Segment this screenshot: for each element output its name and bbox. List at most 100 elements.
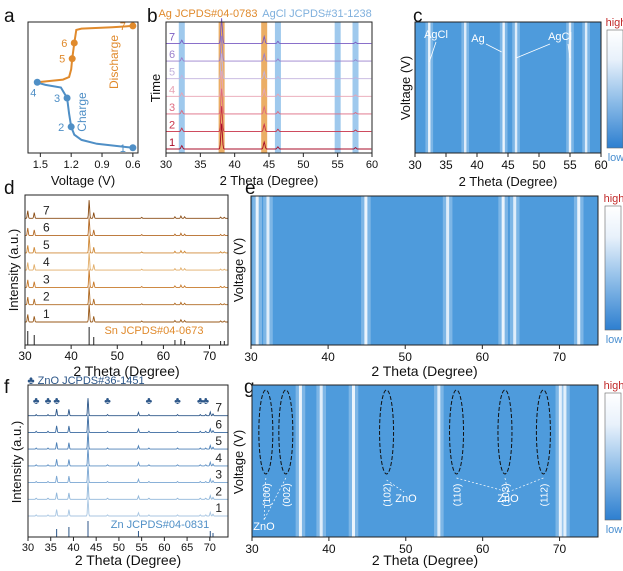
series-line-6 bbox=[27, 414, 228, 433]
heatmap-line-e bbox=[446, 196, 450, 345]
colorbar-low-e: low bbox=[606, 334, 623, 346]
heatmap-glow-g bbox=[348, 385, 359, 537]
x-axis-label-f: 2 Theta (Degree) bbox=[75, 552, 181, 568]
heatmap-glow-g bbox=[295, 385, 306, 537]
heatmap-line-e bbox=[255, 196, 259, 345]
x-tick-label-f: 55 bbox=[136, 542, 148, 554]
series-label-5: 5 bbox=[169, 67, 175, 79]
series-line-discharge bbox=[37, 24, 133, 84]
zno-marker: ♣ bbox=[104, 396, 111, 407]
y-axis-label-b: Time bbox=[148, 74, 163, 102]
heatmap-line-e bbox=[266, 196, 270, 345]
y-axis-label-d: Intensity (a.u.) bbox=[6, 229, 21, 311]
zno-ellipse bbox=[535, 389, 551, 475]
heatmap-line-c bbox=[502, 22, 505, 153]
heatmap-line-g bbox=[558, 385, 562, 537]
x-tick-label-f: 60 bbox=[158, 542, 170, 554]
miller-index-label: (002) bbox=[282, 483, 293, 506]
x-tick-label-a: 1.5 bbox=[33, 159, 48, 171]
marker-point-1 bbox=[129, 144, 137, 152]
heatmap-bg-g bbox=[252, 385, 598, 537]
highlight-band bbox=[261, 22, 268, 153]
x-tick-label-c: 35 bbox=[439, 158, 453, 172]
axes-frame-a bbox=[27, 21, 139, 154]
ref-label-zn: Zn JCPDS#04-0831 bbox=[111, 519, 209, 531]
marker-point-6 bbox=[70, 39, 78, 47]
heatmap-glow-g bbox=[316, 385, 326, 537]
x-tick-label-f: 35 bbox=[45, 542, 57, 554]
plot-bg-f bbox=[28, 385, 228, 537]
heatmap-glow-e bbox=[252, 196, 262, 345]
x-tick-label-b: 45 bbox=[263, 159, 275, 171]
series-label-6: 6 bbox=[169, 49, 175, 61]
x-tick-label-f: 30 bbox=[22, 542, 34, 554]
series-label-6: 6 bbox=[43, 221, 50, 235]
x-tick-label-g: 50 bbox=[399, 542, 413, 556]
heatmap-line-g bbox=[563, 385, 567, 537]
zno-label-2: ZnO bbox=[395, 493, 417, 505]
x-tick-label-f: 70 bbox=[204, 542, 216, 554]
x-tick-label-a: 0.6 bbox=[125, 159, 140, 171]
series-line-2 bbox=[165, 106, 372, 132]
x-axis-label-e: 2 Theta (Degree) bbox=[371, 363, 477, 379]
heatmap-glow-c bbox=[461, 22, 470, 153]
series-line-charge bbox=[35, 81, 134, 149]
miller-index-label: (112) bbox=[539, 484, 550, 507]
heatmap-line-g bbox=[298, 385, 302, 537]
series-label-4: 4 bbox=[215, 451, 222, 465]
heatmap-glow-c bbox=[582, 22, 590, 153]
heatmap-line-g bbox=[319, 385, 323, 537]
heatmap-line-c bbox=[584, 22, 588, 153]
x-tick-label-c: 55 bbox=[563, 158, 577, 172]
zno-pointer bbox=[456, 477, 509, 493]
zno-marker: ♣ bbox=[197, 396, 204, 407]
charge-label: Charge bbox=[75, 92, 89, 132]
series-label-2: 2 bbox=[215, 484, 222, 498]
heatmap-line-c bbox=[464, 22, 467, 153]
marker-label-1: 1 bbox=[120, 143, 126, 155]
y-axis-label-f: Intensity (a.u.) bbox=[9, 421, 24, 503]
panel-letter-a: a bbox=[4, 6, 15, 27]
panel-letter-b: b bbox=[147, 6, 158, 27]
series-label-3: 3 bbox=[43, 272, 50, 286]
miller-index-label: (103) bbox=[501, 483, 512, 506]
annotation-arrow-agcl-2a bbox=[515, 43, 551, 59]
y-axis-label-c: Voltage (V) bbox=[398, 56, 413, 120]
zno-ellipse bbox=[278, 389, 294, 475]
axes-frame-f bbox=[27, 384, 229, 538]
zno-label-3: ZnO bbox=[497, 493, 519, 505]
marker-point-5 bbox=[68, 55, 76, 63]
zno-marker: ♣ bbox=[202, 396, 209, 407]
series-line-3 bbox=[24, 269, 228, 288]
ref-label-zno: ♣ ZnO JCPDS#36-1451 bbox=[27, 375, 144, 387]
series-line-1 bbox=[25, 303, 228, 323]
zno-pointer bbox=[386, 479, 405, 493]
zno-marker: ♣ bbox=[53, 396, 60, 407]
zno-marker: ♣ bbox=[146, 396, 153, 407]
series-line-3 bbox=[27, 465, 228, 484]
series-line-1 bbox=[166, 123, 372, 150]
series-line-7 bbox=[24, 200, 228, 219]
ref-label-agcl: AgCl JCPDS#31-1238 bbox=[262, 8, 371, 20]
marker-label-7: 7 bbox=[120, 21, 126, 33]
highlight-band bbox=[178, 22, 185, 153]
x-tick-label-d: 50 bbox=[111, 349, 125, 363]
x-tick-label-d: 60 bbox=[157, 349, 171, 363]
series-label-1: 1 bbox=[43, 307, 50, 321]
x-tick-label-a: 0.9 bbox=[94, 159, 109, 171]
colorbar-low-c: low bbox=[608, 152, 623, 164]
highlight-band bbox=[352, 22, 359, 153]
x-tick-label-c: 30 bbox=[408, 158, 422, 172]
series-line-6 bbox=[165, 35, 372, 62]
axes-frame-g bbox=[251, 384, 599, 538]
heatmap-glow-g bbox=[434, 385, 444, 537]
heatmap-glow-c bbox=[566, 22, 574, 153]
marker-point-3 bbox=[63, 94, 71, 102]
series-label-5: 5 bbox=[43, 238, 50, 252]
x-axis-label-b: 2 Theta (Degree) bbox=[220, 173, 319, 188]
highlight-band bbox=[274, 22, 281, 153]
x-tick-label-g: 70 bbox=[553, 542, 567, 556]
marker-label-3: 3 bbox=[54, 93, 60, 105]
